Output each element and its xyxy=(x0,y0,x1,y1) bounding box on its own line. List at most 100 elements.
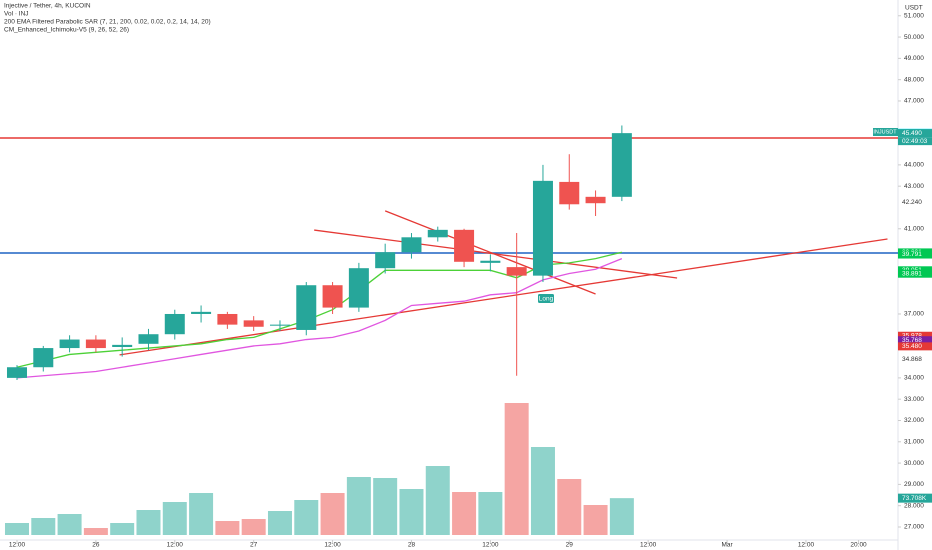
volume-bar xyxy=(530,447,555,535)
volume-bar xyxy=(110,523,135,535)
volume-label-box xyxy=(898,493,932,503)
candle-body xyxy=(296,285,317,330)
candle-body xyxy=(164,313,185,335)
currency: USDT xyxy=(905,5,923,12)
volume-bar xyxy=(557,479,582,535)
volume-bar xyxy=(57,514,82,535)
candle-body xyxy=(401,237,422,253)
candle-body xyxy=(375,252,396,269)
y-tick-label: 44.000 xyxy=(904,162,924,169)
price-label: 39.791 xyxy=(902,251,922,258)
price-label-box xyxy=(898,336,932,345)
volume-bar xyxy=(189,493,214,535)
volume-bar xyxy=(373,478,398,535)
signal-box xyxy=(538,294,554,303)
y-tick-label: 48.000 xyxy=(904,76,924,83)
volume-bar xyxy=(399,489,424,535)
trendline xyxy=(119,238,888,356)
volume-bar xyxy=(320,493,345,535)
indicator-line xyxy=(16,257,623,379)
x-tick-label: Mar xyxy=(721,542,733,549)
x-tick-label: 27 xyxy=(250,542,258,549)
candle-body xyxy=(559,181,580,205)
y-tick-label: 41.000 xyxy=(904,225,924,232)
candle-body xyxy=(427,229,448,238)
volume-bar xyxy=(346,477,371,535)
y-tick-label: 34.000 xyxy=(904,375,924,382)
price-label-box xyxy=(898,331,932,340)
trendline xyxy=(314,229,678,279)
y-tick-label: 51.000 xyxy=(904,12,924,19)
price-label: 34.868 xyxy=(902,356,922,363)
legend-entry: Vol · INJ xyxy=(4,11,29,18)
candle-body xyxy=(322,285,343,308)
y-tick-label: 28.000 xyxy=(904,502,924,509)
candle-body xyxy=(506,267,527,276)
y-tick-label: 31.000 xyxy=(904,439,924,446)
legend-entry: 200 EMA Filtered Parabolic SAR (7, 21, 2… xyxy=(4,19,211,26)
price-label-box xyxy=(898,129,932,138)
symbol-tag: INJUSDT xyxy=(873,129,897,135)
price-label: 42.240 xyxy=(902,199,922,206)
volume-bar xyxy=(425,466,450,535)
price-label-box xyxy=(898,269,932,278)
x-tick-label: 12:00 xyxy=(640,542,657,549)
candle-body xyxy=(585,196,606,204)
volume-bar xyxy=(4,523,29,535)
candle-body xyxy=(348,268,369,308)
trendline xyxy=(384,210,596,295)
volume-bar xyxy=(452,492,477,535)
price-label: 38.891 xyxy=(902,270,922,277)
volume-bar xyxy=(83,528,108,535)
countdown-box xyxy=(898,137,932,146)
volume-bar xyxy=(609,498,634,535)
volume-bar xyxy=(31,518,56,535)
countdown: 02:49:03 xyxy=(902,138,928,145)
candle-body xyxy=(532,180,553,276)
price-axis: 27.000 28.000 29.000 30.000 31.000 32.000 33.0… xyxy=(898,12,932,531)
x-tick-label: 12:00 xyxy=(9,542,26,549)
legend-entry: CM_Enhanced_Ichimoku-V5 (9, 26, 52, 26) xyxy=(4,27,129,34)
y-tick-label: 32.000 xyxy=(904,417,924,424)
y-tick-label: 49.000 xyxy=(904,55,924,62)
plot-area: 12:00 26 12:00 27 12:00 28 12:00 29 12:00 Mar 12:0… xyxy=(0,125,898,549)
x-tick-label: 12:00 xyxy=(482,542,499,549)
price-label: 35.480 xyxy=(902,343,922,350)
x-tick-label: 28 xyxy=(408,542,416,549)
signal-label: Long xyxy=(539,296,554,303)
candle-body xyxy=(611,133,632,197)
x-tick-label: 12:00 xyxy=(798,542,815,549)
volume-bar xyxy=(241,519,266,535)
legend: Injective / Tether, 4h, KUCOIN Vol · INJ… xyxy=(4,3,211,34)
volume-bar xyxy=(478,492,503,535)
y-tick-label: 33.000 xyxy=(904,396,924,403)
symbol-tag-box xyxy=(873,128,898,136)
candle-body xyxy=(191,311,212,314)
y-tick-label: 27.000 xyxy=(904,524,924,531)
volume-label: 73.708K xyxy=(902,495,927,502)
candle-body xyxy=(138,334,159,344)
x-tick-label: 29 xyxy=(566,542,574,549)
y-tick-label: 37.000 xyxy=(904,311,924,318)
price-label: 35.768 xyxy=(902,337,922,344)
candle-body xyxy=(59,339,80,349)
y-tick-label: 30.000 xyxy=(904,460,924,467)
y-tick-label: 50.000 xyxy=(904,34,924,41)
x-tick-label: 26 xyxy=(92,542,100,549)
volume-bar xyxy=(162,502,187,535)
x-tick-label: 12:00 xyxy=(167,542,184,549)
x-tick-label: 12:00 xyxy=(324,542,341,549)
volume-bar xyxy=(583,505,608,535)
y-tick-label: 47.000 xyxy=(904,98,924,105)
price-label-box xyxy=(898,342,932,351)
y-tick-label: 29.000 xyxy=(904,481,924,488)
chart-title: Injective / Tether, 4h, KUCOIN xyxy=(4,3,91,10)
candle-body xyxy=(269,324,290,326)
candle-body xyxy=(480,260,501,263)
volume-bar xyxy=(215,521,240,535)
candle-body xyxy=(243,320,264,327)
candle-body xyxy=(217,313,238,325)
y-tick-label: 43.000 xyxy=(904,183,924,190)
